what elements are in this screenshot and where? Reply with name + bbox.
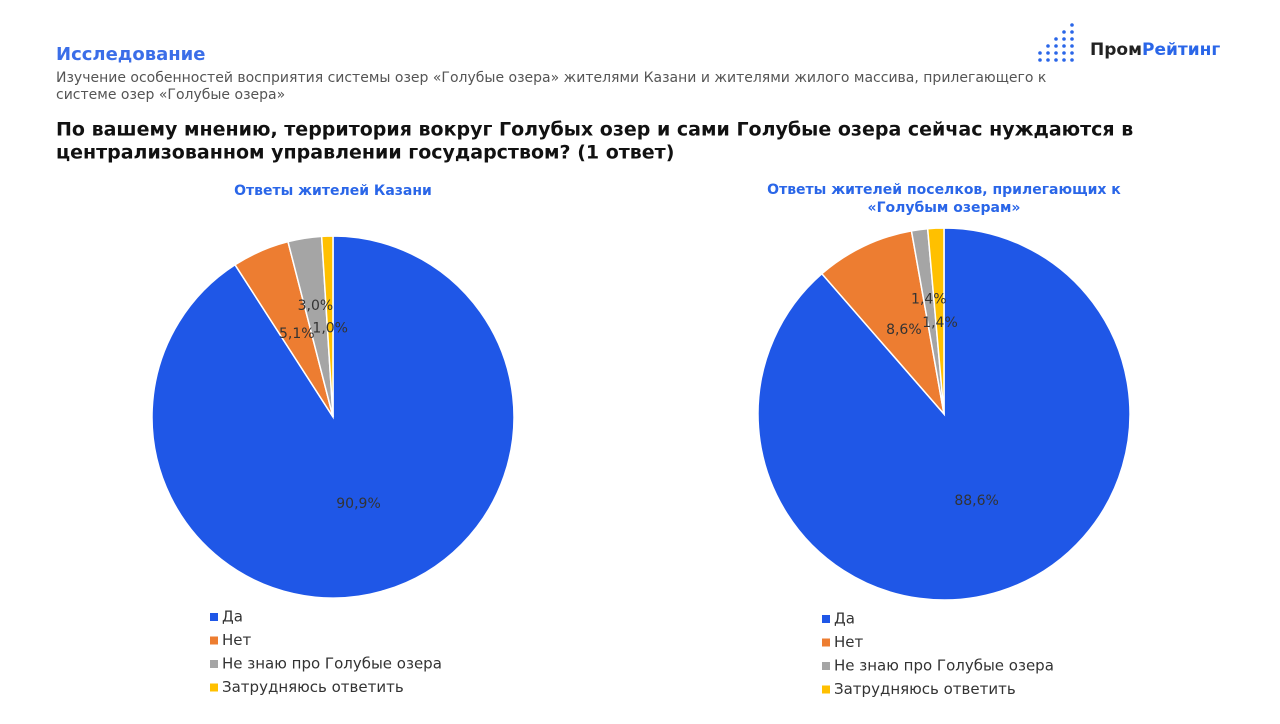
logo-dot [1062, 37, 1066, 41]
logo-dot [1062, 30, 1066, 34]
logo-dot [1062, 58, 1066, 62]
legend-label: Затрудняюсь ответить [834, 680, 1016, 698]
data-label: 1,4% [922, 315, 958, 331]
legend-swatch [822, 662, 830, 670]
chart-title: Ответы жителей Казани [234, 183, 432, 199]
logo-text: ПромРейтинг [1090, 40, 1220, 60]
logo-dot [1054, 44, 1058, 48]
legend-label: Нет [222, 631, 252, 649]
legend-label: Затрудняюсь ответить [222, 678, 404, 696]
logo-dot [1062, 51, 1066, 55]
logo-dot [1070, 37, 1074, 41]
question: централизованном управлении государством… [56, 142, 674, 164]
logo-dot [1070, 23, 1074, 27]
logo-dot [1054, 58, 1058, 62]
logo-dot [1038, 51, 1042, 55]
legend-swatch [822, 638, 830, 647]
question: По вашему мнению, территория вокруг Голу… [56, 119, 1133, 141]
data-label: 1,0% [312, 320, 348, 336]
data-label: 1,4% [911, 292, 947, 308]
logo-dot [1070, 44, 1074, 48]
legend-label: Да [222, 608, 243, 626]
chart-title: «Голубым озерам» [868, 200, 1021, 216]
pie-slice [926, 227, 945, 415]
logo-dot [1046, 58, 1050, 62]
data-label: 5,1% [279, 326, 315, 342]
data-label: 90,9% [336, 496, 380, 512]
legend-label: Да [834, 610, 855, 628]
data-label: 88,6% [954, 493, 998, 509]
logo-dot [1070, 51, 1074, 55]
logo-dot [1070, 58, 1074, 62]
legend-swatch [822, 685, 830, 694]
subtitle: Изучение особенностей восприятия системы… [56, 70, 1046, 86]
logo-dot [1054, 37, 1058, 41]
logo-dot [1070, 30, 1074, 34]
legend-swatch [210, 636, 218, 645]
subtitle: системе озер «Голубые озера» [56, 87, 285, 103]
data-label: 8,6% [886, 322, 922, 338]
logo-dot [1046, 51, 1050, 55]
logo: ПромРейтинг [1038, 23, 1220, 62]
legend-swatch [210, 613, 218, 621]
legend-swatch [210, 660, 218, 668]
legend-swatch [210, 683, 218, 692]
chart-title: Ответы жителей поселков, прилегающих к [767, 182, 1121, 198]
logo-part: Рейтинг [1142, 40, 1220, 60]
legend-label: Не знаю про Голубые озера [222, 655, 442, 673]
logo-dot [1054, 51, 1058, 55]
logo-dot [1062, 44, 1066, 48]
legend-swatch [822, 615, 830, 623]
legend-label: Нет [834, 633, 864, 651]
logo-part: Пром [1090, 40, 1142, 60]
logo-dot [1046, 44, 1050, 48]
data-label: 3,0% [298, 298, 334, 314]
section-title: Исследование [56, 44, 206, 65]
legend-label: Не знаю про Голубые озера [834, 657, 1054, 675]
pie-slice [320, 235, 334, 418]
pie-slice [820, 230, 946, 417]
logo-dot [1038, 58, 1042, 62]
